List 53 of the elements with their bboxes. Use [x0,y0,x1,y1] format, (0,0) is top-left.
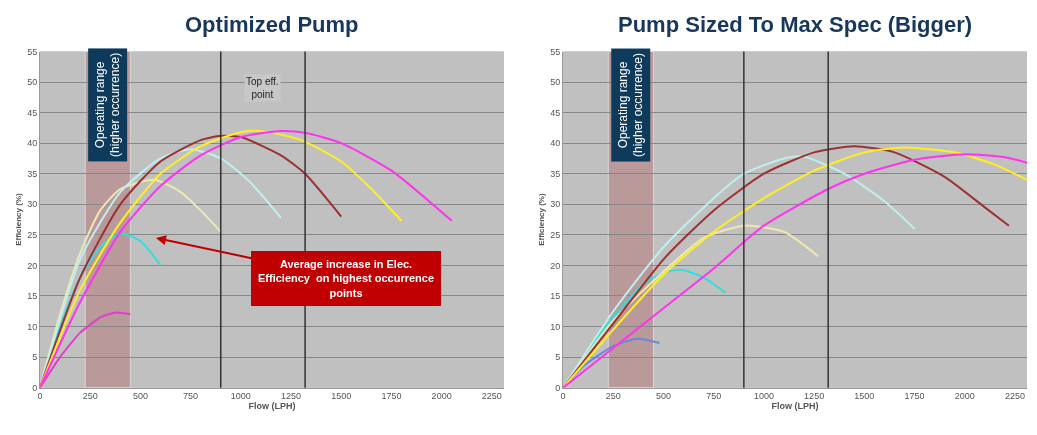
x-tick-label: 1500 [854,391,875,402]
y-tick-label: 20 [27,260,38,271]
line-series [40,311,132,388]
chart-title: Pump Sized To Max Spec (Bigger) [618,12,973,37]
y-tick-label: 30 [550,199,561,210]
x-tick-label: 2250 [481,391,502,402]
annotation: Top eff. point [246,76,279,100]
x-tick-label: 250 [82,391,98,402]
x-tick-label: 750 [183,391,199,402]
y-tick-label: 10 [27,321,38,332]
y-tick-label: 5 [32,352,38,363]
y-tick-label: 50 [550,77,561,88]
y-axis-title: Efficiency (%) [536,193,546,246]
y-axis-title: Efficiency (%) [13,193,23,246]
x-tick-label: 2000 [431,391,452,402]
y-tick-label: 50 [27,77,38,88]
x-tick-label: 250 [605,391,621,402]
annotation: Average increase in Elec. Efficiency on highest occurrence points [258,258,435,299]
y-tick-label: 35 [27,168,38,179]
x-tick-label: 500 [656,391,672,402]
y-tick-label: 15 [27,291,38,302]
x-tick-label: 1750 [904,391,925,402]
y-tick-label: 10 [550,321,561,332]
y-tick-label: 40 [550,138,561,149]
x-tick-label: 1000 [230,391,251,402]
y-tick-label: 15 [550,291,561,302]
x-tick-label: 1250 [281,391,302,402]
x-tick-label: 750 [706,391,722,402]
y-tick-label: 25 [550,230,561,240]
x-tick-label: 1000 [753,391,774,402]
x-axis-title: Flow (LPH) [248,401,296,412]
x-tick-label: 1500 [331,391,352,402]
x-tick-label: 1750 [381,391,402,402]
x-tick-label: 1250 [804,391,825,402]
y-tick-label: 45 [550,107,561,118]
band-label: Operating range (higher occurrence) [615,52,646,158]
y-tick-label: 30 [27,199,38,210]
x-tick-label: 2000 [954,391,975,402]
y-tick-label: 25 [27,230,38,240]
y-tick-label: 35 [550,168,561,179]
x-axis-title: Flow (LPH) [771,401,819,412]
x-tick-label: 500 [132,391,148,402]
y-tick-label: 0 [555,382,561,393]
y-tick-label: 0 [32,382,38,393]
chart-title: Optimized Pump [185,12,359,37]
y-tick-label: 5 [555,352,561,363]
y-tick-label: 45 [27,107,38,118]
y-tick-label: 20 [550,260,561,271]
y-tick-label: 40 [27,138,38,149]
y-tick-label: 55 [27,46,38,57]
band-label: Operating range (higher occurrence) [92,52,123,157]
y-tick-label: 55 [550,46,561,57]
x-tick-label: 2250 [1004,391,1025,402]
